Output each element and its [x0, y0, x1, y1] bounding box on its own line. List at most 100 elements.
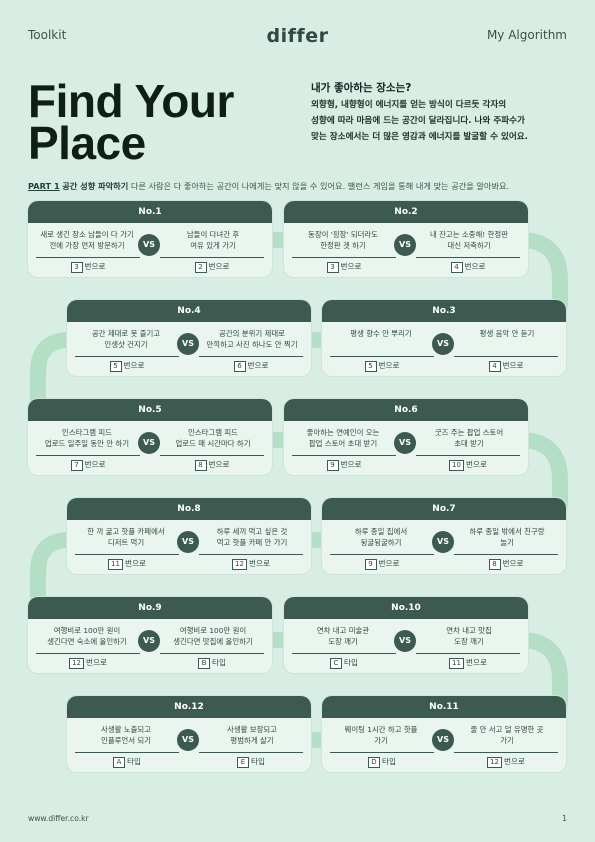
option-left[interactable]: 좋아하는 연예인이 오는 팝업 스토어 초대 받기 — [288, 427, 398, 449]
option-right[interactable]: 남들이 다녀간 후 여유 있게 가기 — [158, 229, 268, 251]
vs-badge: VS — [432, 729, 454, 751]
option-left[interactable]: 여행비로 100만 원이 생긴다면 숙소에 올인하기 — [32, 625, 142, 647]
option-line: 인생샷 건지기 — [104, 340, 148, 349]
page-number: 1 — [562, 814, 567, 823]
option-left[interactable]: 새로 생긴 장소 남들이 다 가기 전에 가장 먼저 방문하기 — [32, 229, 142, 251]
option-right[interactable]: 여행비로 100만 원이 생긴다면 맛집에 올인하기 — [158, 625, 268, 647]
footer-url: www.differ.co.kr — [28, 814, 89, 823]
option-line: 업로드 매 시간마다 하기 — [175, 439, 251, 448]
option-line: 사생활 보장되고 — [227, 725, 277, 734]
option-line: 가기 — [374, 736, 388, 745]
divider — [199, 752, 303, 753]
answer-right: 8 번으로 — [152, 459, 272, 471]
answer-right: E 타입 — [191, 756, 311, 768]
option-line: 사생활 노출되고 — [101, 725, 151, 734]
option-right[interactable]: 하루 종일 밖에서 친구랑 놀기 — [452, 526, 562, 548]
option-line: 줄 안 서고 덜 유명한 곳 — [470, 725, 544, 734]
answer-left: 12 번으로 — [28, 657, 148, 669]
option-right[interactable]: 연차 내고 맛집 도장 깨기 — [414, 625, 524, 647]
answer-left: 9 번으로 — [284, 459, 404, 471]
option-left[interactable]: 평생 향수 안 뿌리기 — [326, 328, 436, 339]
option-right[interactable]: 평생 음악 안 듣기 — [452, 328, 562, 339]
answer-target: C — [330, 658, 342, 669]
card-number: No.9 — [28, 597, 272, 619]
part-label: PART 1 — [28, 181, 60, 191]
answer-target: 4 — [450, 262, 463, 273]
divider — [454, 356, 558, 357]
balance-card: No.2 동장이 '핑장' 되더라도 한정판 겟 하기 내 잔고는 소중해! 한정판 대… — [284, 201, 528, 277]
option-right[interactable]: 공간의 분위기 제대로 만끽하고 사진 하나도 안 찍기 — [197, 328, 307, 350]
option-left[interactable]: 공간 제대로 못 즐기고 인생샷 건지기 — [71, 328, 181, 350]
divider — [36, 257, 140, 258]
answer-target: D — [368, 757, 380, 768]
balance-card: No.1 새로 생긴 장소 남들이 다 가기 전에 가장 먼저 방문하기 남들이 다녀… — [28, 201, 272, 277]
answer-left: 3 번으로 — [284, 261, 404, 273]
vs-badge: VS — [138, 630, 160, 652]
intro-line: 성향에 따라 마음에 드는 공간이 달라집니다. 나와 주파수가 — [311, 116, 525, 126]
answer-right: 2 번으로 — [152, 261, 272, 273]
balance-card: No.12 사생활 노출되고 인플루언서 되기 사생활 보장되고 평범하게 살기 VS A 타… — [67, 696, 311, 772]
answer-text: 타입 — [127, 757, 141, 766]
answer-right: 4 번으로 — [446, 360, 566, 372]
divider — [330, 356, 434, 357]
option-line: 남들이 다녀간 후 — [186, 230, 240, 239]
card-number: No.4 — [67, 300, 311, 322]
divider — [160, 257, 264, 258]
option-right[interactable]: 인스타그램 피드 업로드 매 시간마다 하기 — [158, 427, 268, 449]
option-line: 평생 음악 안 듣기 — [479, 329, 535, 338]
divider — [199, 554, 303, 555]
option-line: 내 잔고는 소중해! 한정판 — [429, 230, 508, 239]
divider — [199, 356, 303, 357]
answer-right: 11 번으로 — [408, 657, 528, 669]
answer-target: 3 — [326, 262, 339, 273]
option-line: 인플루언서 되기 — [101, 736, 151, 745]
balance-card: No.10 연차 내고 미술관 도장 깨기 연차 내고 맛집 도장 깨기 VS C 타입 11 번… — [284, 597, 528, 673]
option-right[interactable]: 줄 안 서고 덜 유명한 곳 가기 — [452, 724, 562, 746]
answer-left: 5 번으로 — [67, 360, 187, 372]
balance-card: No.7 하루 종일 집에서 뒹굴뒹굴하기 하루 종일 밖에서 친구랑 놀기 VS 9 번으로… — [322, 498, 566, 574]
answer-text: 번으로 — [84, 460, 106, 469]
option-left[interactable]: 인스타그램 피드 업로드 일주일 동안 안 하기 — [32, 427, 142, 449]
intro-question: 내가 좋아하는 장소는? — [311, 82, 412, 94]
option-line: 초대 받기 — [454, 439, 484, 448]
option-line: 먹고 핫플 카페 안 가기 — [216, 538, 288, 547]
intro-body: 외향형, 내향형이 에너지를 얻는 방식이 다르듯 각자의 성향에 따라 마음에… — [311, 97, 571, 145]
option-line: 평범하게 살기 — [230, 736, 274, 745]
intro-line: 외향형, 내향형이 에너지를 얻는 방식이 다르듯 각자의 — [311, 100, 507, 110]
title-line-2: Place — [28, 117, 146, 169]
card-number: No.3 — [322, 300, 566, 322]
answer-right: 12 번으로 — [191, 558, 311, 570]
option-line: 인스타그램 피드 — [62, 428, 112, 437]
option-line: 하루 종일 집에서 — [354, 527, 408, 536]
answer-right: 6 번으로 — [191, 360, 311, 372]
card-number: No.11 — [322, 696, 566, 718]
option-right[interactable]: 하루 세끼 먹고 싶은 것 먹고 핫플 카페 안 가기 — [197, 526, 307, 548]
divider — [36, 653, 140, 654]
answer-text: 번으로 — [124, 559, 146, 568]
divider — [292, 257, 396, 258]
divider — [416, 455, 520, 456]
option-left[interactable]: 하루 종일 집에서 뒹굴뒹굴하기 — [326, 526, 436, 548]
answer-left: 7 번으로 — [28, 459, 148, 471]
answer-text: 번으로 — [247, 361, 269, 370]
divider — [36, 455, 140, 456]
option-line: 한 끼 굶고 핫플 카페에서 — [87, 527, 165, 536]
vs-badge: VS — [138, 234, 160, 256]
section-label: My Algorithm — [486, 28, 567, 42]
answer-text: 타입 — [212, 658, 226, 667]
answer-text: 번으로 — [123, 361, 145, 370]
balance-card: No.4 공간 제대로 못 즐기고 인생샷 건지기 공간의 분위기 제대로 만끽하고 사… — [67, 300, 311, 376]
option-line: 도장 깨기 — [328, 637, 358, 646]
option-left[interactable]: 연차 내고 미술관 도장 깨기 — [288, 625, 398, 647]
option-left[interactable]: 웨이팅 1시간 하고 핫플 가기 — [326, 724, 436, 746]
card-number: No.2 — [284, 201, 528, 223]
option-right[interactable]: 굿즈 주는 팝업 스토어 초대 받기 — [414, 427, 524, 449]
answer-target: 2 — [194, 262, 207, 273]
option-right[interactable]: 내 잔고는 소중해! 한정판 대신 저축하기 — [414, 229, 524, 251]
option-line: 디저트 먹기 — [107, 538, 145, 547]
option-left[interactable]: 동장이 '핑장' 되더라도 한정판 겟 하기 — [288, 229, 398, 251]
answer-target: 7 — [70, 460, 83, 471]
